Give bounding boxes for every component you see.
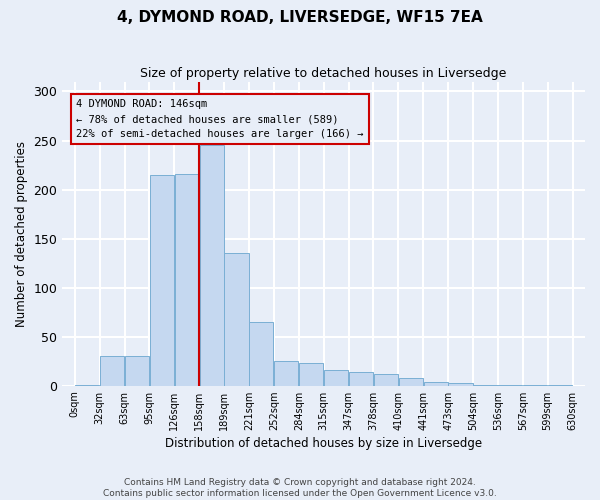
Bar bbox=[250, 322, 274, 386]
Bar bbox=[548, 384, 572, 386]
Bar bbox=[150, 175, 174, 386]
Bar bbox=[100, 356, 124, 386]
Bar bbox=[200, 146, 224, 386]
Y-axis label: Number of detached properties: Number of detached properties bbox=[15, 140, 28, 326]
Text: 4, DYMOND ROAD, LIVERSEDGE, WF15 7EA: 4, DYMOND ROAD, LIVERSEDGE, WF15 7EA bbox=[117, 10, 483, 25]
Text: 4 DYMOND ROAD: 146sqm
← 78% of detached houses are smaller (589)
22% of semi-det: 4 DYMOND ROAD: 146sqm ← 78% of detached … bbox=[76, 100, 364, 139]
Bar bbox=[75, 384, 99, 386]
Bar bbox=[125, 356, 149, 386]
Bar bbox=[498, 384, 523, 386]
Bar bbox=[224, 254, 248, 386]
X-axis label: Distribution of detached houses by size in Liversedge: Distribution of detached houses by size … bbox=[165, 437, 482, 450]
Bar bbox=[299, 363, 323, 386]
Bar bbox=[448, 383, 473, 386]
Title: Size of property relative to detached houses in Liversedge: Size of property relative to detached ho… bbox=[140, 68, 507, 80]
Bar bbox=[324, 370, 348, 386]
Bar bbox=[175, 174, 199, 386]
Bar bbox=[374, 374, 398, 386]
Bar bbox=[274, 361, 298, 386]
Bar bbox=[523, 384, 547, 386]
Bar bbox=[473, 384, 497, 386]
Bar bbox=[398, 378, 423, 386]
Bar bbox=[349, 372, 373, 386]
Text: Contains HM Land Registry data © Crown copyright and database right 2024.
Contai: Contains HM Land Registry data © Crown c… bbox=[103, 478, 497, 498]
Bar bbox=[424, 382, 448, 386]
